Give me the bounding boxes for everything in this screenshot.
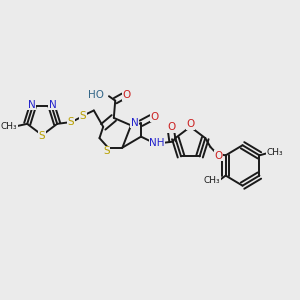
Text: O: O <box>167 122 175 132</box>
Text: O: O <box>214 151 223 161</box>
Text: CH₃: CH₃ <box>266 148 283 158</box>
Text: N: N <box>49 100 57 110</box>
Text: O: O <box>150 112 159 122</box>
Text: N: N <box>130 118 138 128</box>
Text: NH: NH <box>149 138 164 148</box>
Text: CH₃: CH₃ <box>204 176 220 185</box>
Text: CH₃: CH₃ <box>1 122 17 131</box>
Text: N: N <box>28 100 35 110</box>
Text: HO: HO <box>88 90 104 100</box>
Text: O: O <box>186 119 194 129</box>
Text: S: S <box>103 146 110 156</box>
Text: S: S <box>80 111 86 121</box>
Text: O: O <box>123 90 131 100</box>
Text: S: S <box>68 117 74 128</box>
Text: S: S <box>39 131 46 141</box>
